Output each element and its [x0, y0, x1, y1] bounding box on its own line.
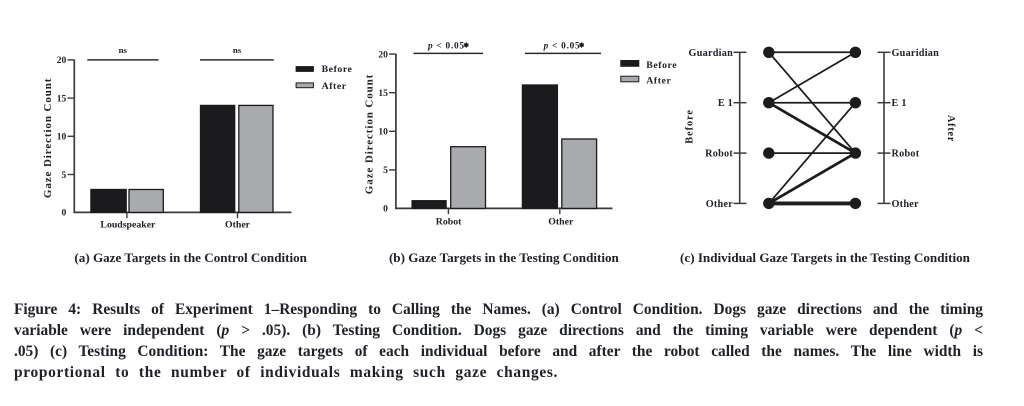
svg-text:Robot: Robot — [436, 217, 462, 228]
svg-text:E 1: E 1 — [718, 98, 733, 109]
svg-text:20: 20 — [378, 50, 388, 60]
svg-text:0: 0 — [383, 205, 388, 215]
svg-text:Other: Other — [548, 217, 574, 228]
svg-text:15: 15 — [378, 89, 388, 99]
svg-text:Guardian: Guardian — [689, 48, 734, 59]
svg-text:Guaridian: Guaridian — [892, 48, 940, 59]
svg-text:Gaze Direction Count: Gaze Direction Count — [42, 78, 54, 198]
svg-text:After: After — [945, 115, 956, 142]
svg-text:Before: Before — [322, 64, 353, 75]
svg-text:After: After — [322, 81, 347, 92]
svg-text:Before: Before — [646, 60, 677, 71]
svg-text:After: After — [646, 76, 671, 87]
svg-text:E 1: E 1 — [892, 98, 907, 109]
svg-text:Robot: Robot — [892, 149, 920, 160]
svg-text:10: 10 — [378, 128, 388, 138]
svg-text:p < 0.05: p < 0.05 — [543, 41, 581, 51]
svg-text:ns: ns — [233, 45, 242, 55]
svg-text:15: 15 — [57, 94, 67, 104]
svg-text:Before: Before — [684, 109, 695, 144]
svg-text:Robot: Robot — [705, 149, 733, 160]
svg-text:10: 10 — [57, 133, 67, 143]
svg-text:Gaze Direction Count: Gaze Direction Count — [364, 74, 376, 194]
svg-text:Loudspeaker: Loudspeaker — [100, 219, 156, 230]
svg-text:5: 5 — [383, 166, 388, 176]
svg-text:p < 0.05: p < 0.05 — [427, 41, 465, 51]
svg-text:Other: Other — [892, 199, 920, 210]
svg-text:20: 20 — [57, 56, 67, 66]
svg-text:ns: ns — [119, 45, 128, 55]
svg-text:5: 5 — [62, 171, 67, 181]
svg-text:0: 0 — [62, 209, 67, 219]
svg-text:Other: Other — [706, 199, 734, 210]
svg-text:Other: Other — [225, 219, 251, 230]
